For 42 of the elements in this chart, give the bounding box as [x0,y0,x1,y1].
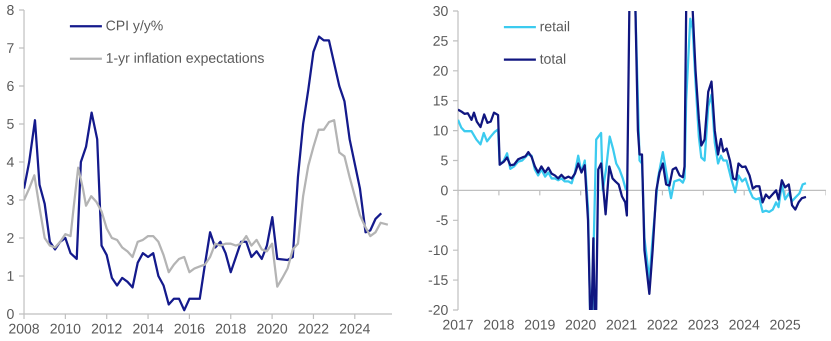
x-tick-label: 2017 [443,320,473,330]
x-tick-label: 2008 [9,324,39,334]
y-tick-label: 20 [433,66,448,76]
y-tick-label: 30 [433,6,448,16]
legend-label: CPI y/y% [106,20,163,34]
x-tick-label: 2012 [92,324,122,334]
y-tick-label: 8 [7,5,14,15]
y-tick-label: -5 [436,215,448,226]
y-tick-label: 15 [434,96,448,106]
x-tick-label: 2010 [50,324,80,334]
x-tick-label: 2022 [298,324,328,334]
x-tick-label: 2024 [340,324,370,334]
y-tick-label: 0 [7,309,14,319]
x-tick-label: 2018 [484,320,514,330]
legend-label: total [540,54,566,64]
y-tick-label: -15 [428,275,448,285]
y-tick-label: 10 [434,126,448,136]
x-tick-label: 2023 [688,320,718,330]
y-tick-label: -10 [428,245,448,256]
x-tick-label: 2019 [524,320,555,330]
y-tick-label: 3 [7,195,14,205]
x-tick-label: 2016 [174,324,204,334]
x-tick-label: 2014 [133,324,164,334]
legend-label: retail [540,21,570,32]
x-tick-label: 2022 [648,320,678,330]
y-tick-label: -20 [428,305,448,315]
x-tick-label: 2018 [216,324,246,334]
y-tick-label: 6 [7,81,14,91]
y-tick-label: 25 [433,36,448,46]
y-tick-label: 5 [441,156,448,166]
y-tick-label: 5 [7,119,14,129]
y-tick-label: 0 [441,185,448,196]
x-tick-label: 2021 [606,320,636,330]
y-tick-label: 7 [7,43,14,53]
x-tick-label: 2020 [566,320,596,330]
y-tick-label: 1 [8,271,14,281]
x-tick-label: 2025 [770,320,800,330]
y-tick-label: 2 [7,233,14,243]
y-tick-label: 4 [6,157,14,167]
x-tick-label: 2020 [257,324,288,334]
x-tick-label: 2024 [729,320,760,330]
legend-label: 1-yr inflation expectations [106,52,264,66]
